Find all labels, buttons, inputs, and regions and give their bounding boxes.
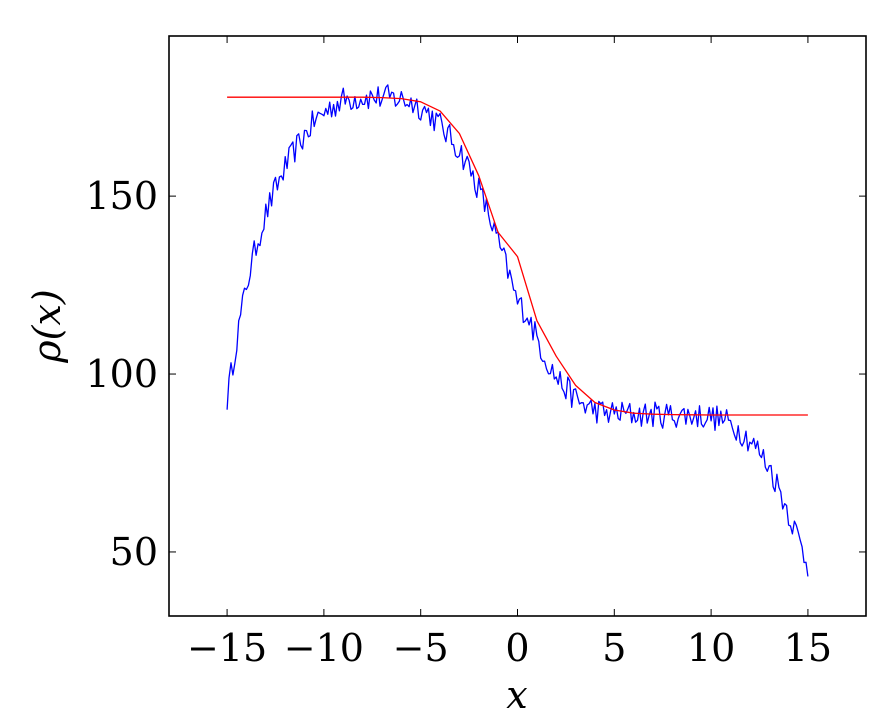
x-tick-label: 10 [687, 626, 735, 670]
y-axis-label: ρ(x) [25, 289, 69, 363]
plot-frame [168, 35, 867, 617]
y-tick-label: 50 [110, 530, 158, 574]
y-tick-label: 100 [85, 352, 158, 396]
x-tick-label: −5 [393, 626, 449, 670]
x-tick-label: 5 [602, 626, 626, 670]
x-axis-label: x [506, 673, 527, 717]
x-tick-label: −15 [187, 626, 267, 670]
x-tick-label: 0 [505, 626, 529, 670]
tick-labels: −15 −10 −5 0 5 10 15 50 100 150 [85, 174, 832, 670]
series-fit-line [227, 96, 808, 416]
axis-ticks [169, 36, 866, 616]
x-tick-label: 15 [784, 626, 832, 670]
y-tick-label: 150 [85, 174, 158, 218]
plot-area [226, 84, 809, 577]
series-data-line [226, 84, 809, 577]
x-tick-label: −10 [284, 626, 364, 670]
